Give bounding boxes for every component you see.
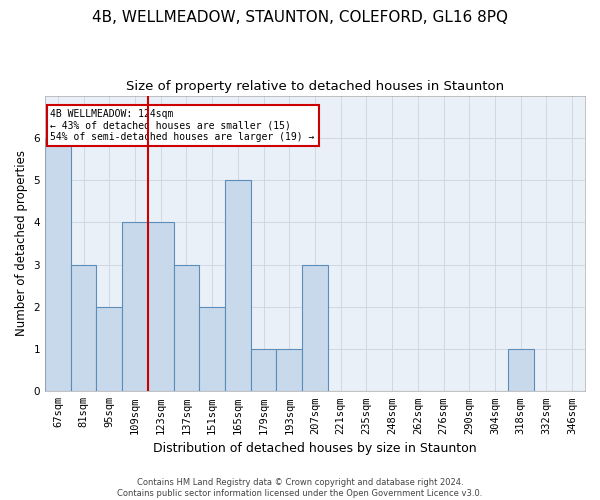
- Bar: [302, 264, 328, 392]
- Text: Contains HM Land Registry data © Crown copyright and database right 2024.
Contai: Contains HM Land Registry data © Crown c…: [118, 478, 482, 498]
- Text: 4B WELLMEADOW: 124sqm
← 43% of detached houses are smaller (15)
54% of semi-deta: 4B WELLMEADOW: 124sqm ← 43% of detached …: [50, 109, 315, 142]
- X-axis label: Distribution of detached houses by size in Staunton: Distribution of detached houses by size …: [153, 442, 477, 455]
- Bar: [45, 138, 71, 392]
- Title: Size of property relative to detached houses in Staunton: Size of property relative to detached ho…: [126, 80, 504, 93]
- Y-axis label: Number of detached properties: Number of detached properties: [15, 150, 28, 336]
- Bar: [199, 307, 225, 392]
- Bar: [97, 307, 122, 392]
- Bar: [173, 264, 199, 392]
- Bar: [251, 349, 277, 392]
- Bar: [225, 180, 251, 392]
- Bar: [508, 349, 533, 392]
- Bar: [148, 222, 173, 392]
- Bar: [277, 349, 302, 392]
- Bar: [71, 264, 97, 392]
- Bar: [122, 222, 148, 392]
- Text: 4B, WELLMEADOW, STAUNTON, COLEFORD, GL16 8PQ: 4B, WELLMEADOW, STAUNTON, COLEFORD, GL16…: [92, 10, 508, 25]
